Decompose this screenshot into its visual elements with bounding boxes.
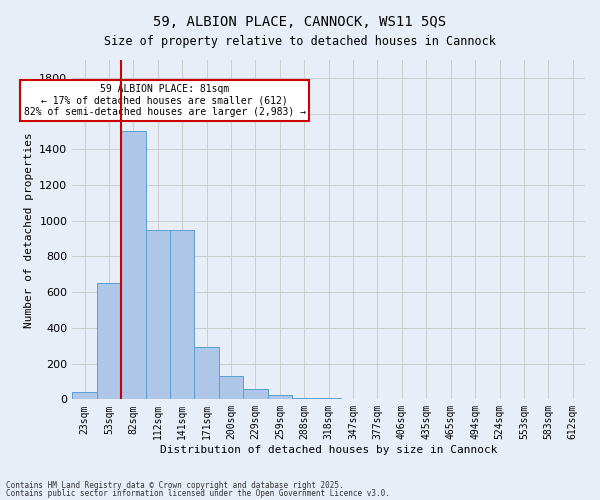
Bar	[97, 283, 121, 400]
Text: Contains public sector information licensed under the Open Government Licence v3: Contains public sector information licen…	[6, 488, 390, 498]
Text: 59, ALBION PLACE, CANNOCK, WS11 5QS: 59, ALBION PLACE, CANNOCK, WS11 5QS	[154, 15, 446, 29]
Text: 59 ALBION PLACE: 81sqm
← 17% of detached houses are smaller (612)
82% of semi-de: 59 ALBION PLACE: 81sqm ← 17% of detached…	[23, 84, 305, 117]
Bar	[121, 132, 146, 400]
Bar	[316, 398, 341, 400]
Bar	[243, 388, 268, 400]
Text: Size of property relative to detached houses in Cannock: Size of property relative to detached ho…	[104, 35, 496, 48]
Text: Contains HM Land Registry data © Crown copyright and database right 2025.: Contains HM Land Registry data © Crown c…	[6, 481, 344, 490]
Bar	[292, 398, 316, 400]
Bar	[146, 230, 170, 400]
Bar	[194, 346, 219, 400]
Bar	[219, 376, 243, 400]
Bar	[170, 230, 194, 400]
X-axis label: Distribution of detached houses by size in Cannock: Distribution of detached houses by size …	[160, 445, 497, 455]
Bar	[73, 392, 97, 400]
Y-axis label: Number of detached properties: Number of detached properties	[24, 132, 34, 328]
Bar	[268, 395, 292, 400]
